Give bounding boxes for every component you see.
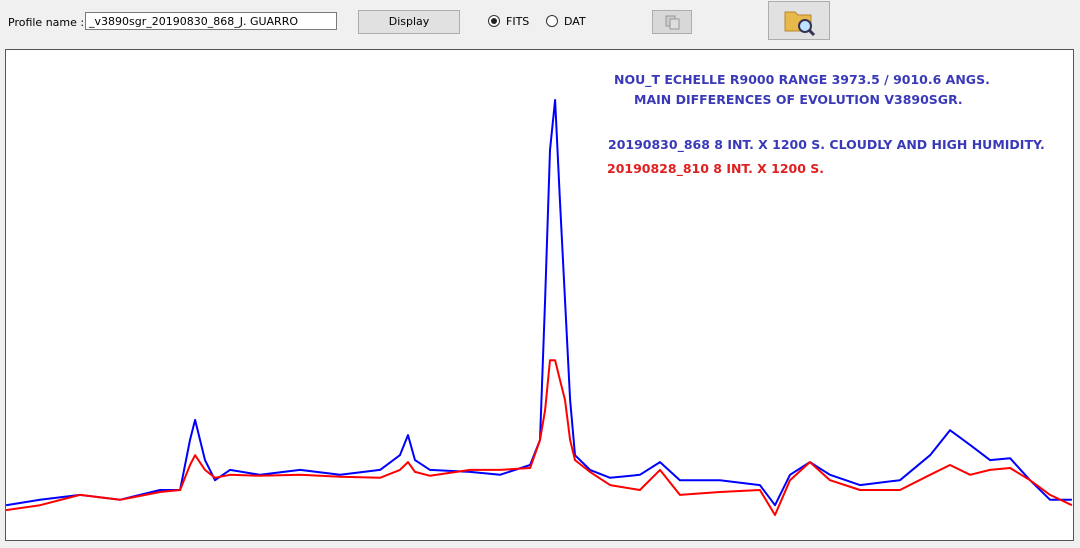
annotation: 20190828_810 8 INT. X 1200 S. xyxy=(607,161,824,177)
plot-frame xyxy=(5,49,1074,541)
copy-icon xyxy=(665,15,680,30)
spectrum-plot: NOU_T ECHELLE R9000 RANGE 3973.5 / 9010.… xyxy=(5,49,1074,541)
annotation: 20190830_868 8 INT. X 1200 S. CLOUDLY AN… xyxy=(608,137,1045,153)
fits-radio[interactable] xyxy=(488,15,500,27)
profile-label: Profile name : xyxy=(8,16,85,29)
dat-radio[interactable] xyxy=(546,15,558,27)
profile-input[interactable]: _v3890sgr_20190830_868_J. GUARRO xyxy=(85,12,337,30)
annotation: NOU_T ECHELLE R9000 RANGE 3973.5 / 9010.… xyxy=(614,72,990,88)
spectrum-line xyxy=(5,99,1072,507)
spectrum-line xyxy=(5,359,1073,516)
display-button[interactable]: Display xyxy=(358,10,460,34)
copy-button[interactable] xyxy=(652,10,692,34)
search-folder-button[interactable] xyxy=(768,1,830,40)
fits-label[interactable]: FITS xyxy=(506,15,530,28)
dat-label[interactable]: DAT xyxy=(564,15,586,28)
annotation: MAIN DIFFERENCES OF EVOLUTION V3890SGR. xyxy=(634,92,963,107)
folder-icon xyxy=(784,11,816,37)
